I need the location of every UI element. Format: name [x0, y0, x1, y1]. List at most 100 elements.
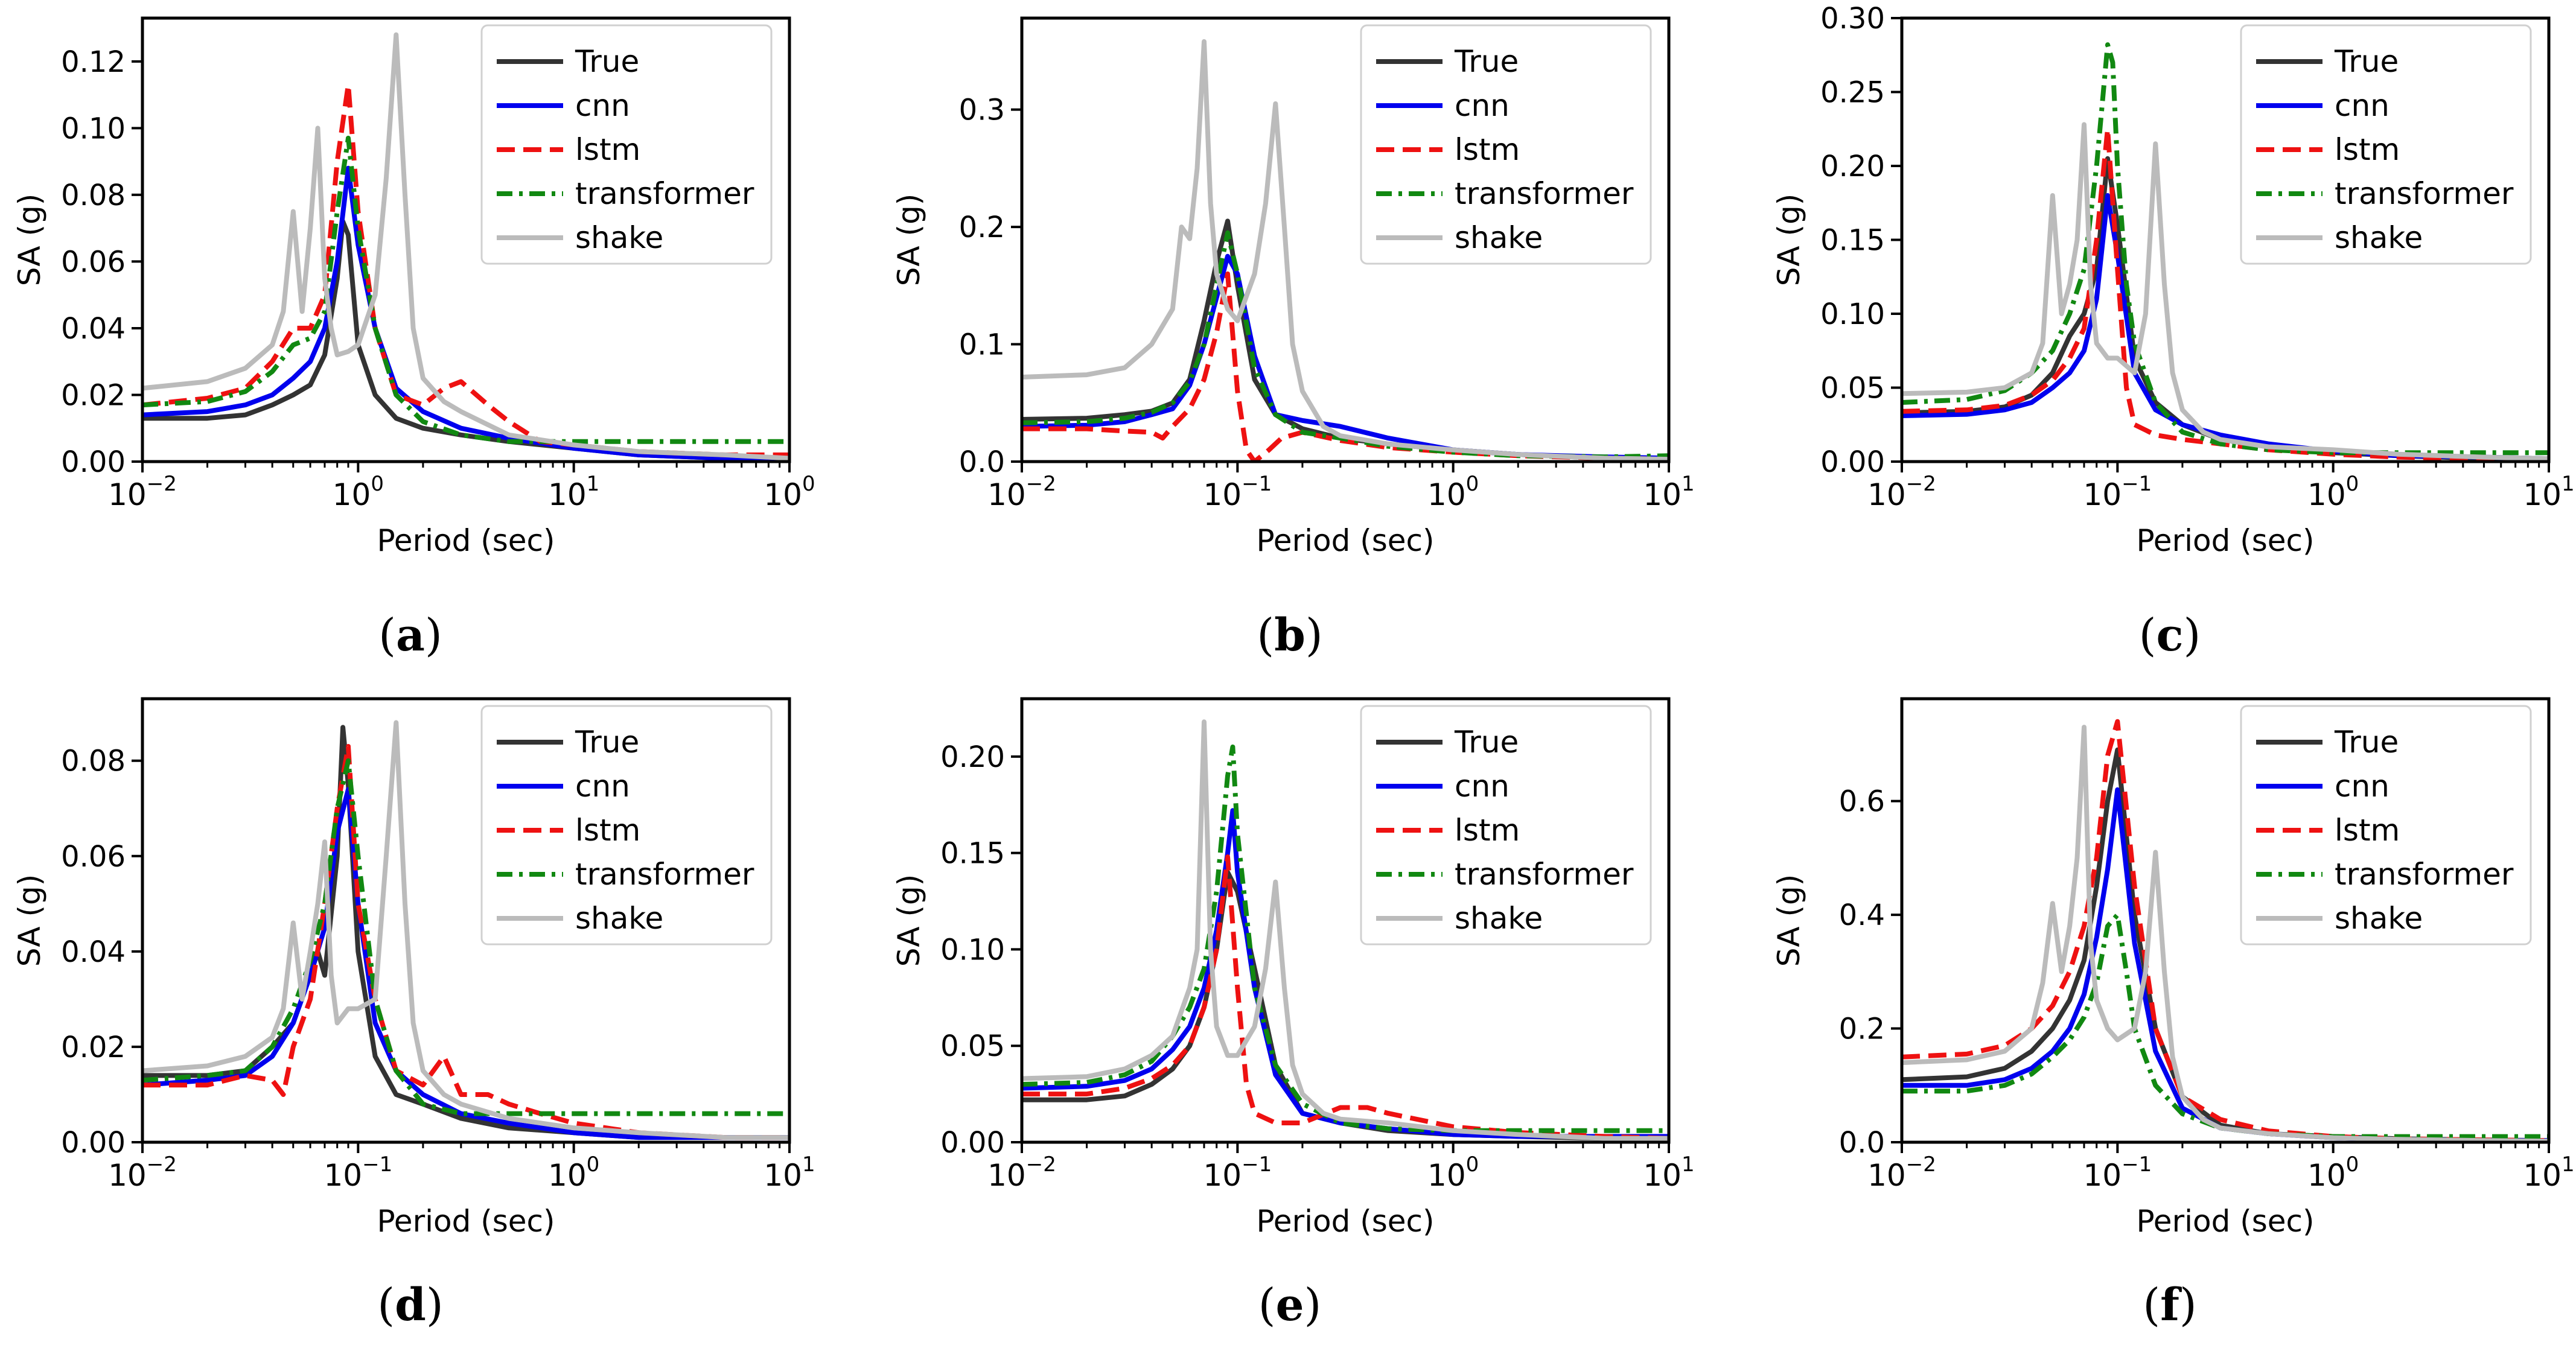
chart-b-y-tick-label: 0.2: [959, 211, 1005, 244]
chart-f-legend-label-true: True: [2334, 725, 2399, 760]
chart-d-x-tick-label: 101: [764, 1152, 815, 1193]
chart-b-axes-frame: [1020, 16, 1671, 463]
chart-b-y-tick-label: 0.3: [959, 94, 1005, 127]
chart-f-x-tick-label: 10−1: [2083, 1152, 2152, 1193]
caption-e: (e): [1258, 1279, 1322, 1331]
chart-e-lines: [1022, 719, 1669, 1141]
chart-f-y-tick-label: 0.2: [1839, 1012, 1885, 1046]
chart-f-legend-label-cnn: cnn: [2335, 769, 2389, 804]
chart-b-series-cnn: [1022, 253, 1669, 461]
chart-f-series-transformer: [1902, 912, 2549, 1139]
chart-f-axes-frame: [1900, 697, 2551, 1144]
chart-a-series-shake: [142, 32, 789, 461]
chart-a-legend-label-lstm: lstm: [575, 132, 640, 167]
chart-a-axes-frame: [141, 16, 791, 463]
chart-f-lines: [1902, 719, 2549, 1142]
caption-a: (a): [378, 609, 442, 661]
chart-e-series-shake: [1022, 719, 1669, 1141]
chart-c-y-tick-label: 0.10: [1820, 297, 1885, 331]
chart-f-panel: 10−2 10−1 100 101 0.0 0.2 0.4 0.6 Period (sec) SA…: [1771, 697, 2575, 1239]
chart-a-y-tick-label: 0.00: [61, 445, 126, 479]
chart-d-y-tick-label: 0.06: [61, 840, 126, 874]
chart-d-series-cnn: [142, 787, 789, 1140]
chart-f-x-axis-label: Period (sec): [2136, 1204, 2314, 1239]
chart-b-x-tick-label: 10−2: [987, 472, 1056, 512]
caption-letter-a: a: [396, 609, 425, 661]
chart-c-x-tick-label: 10−2: [1867, 472, 1936, 512]
chart-f-y-tick-label: 0.6: [1839, 785, 1885, 819]
chart-c-legend-label-cnn: cnn: [2335, 88, 2389, 123]
chart-c-series-transformer: [1902, 42, 2549, 456]
chart-c-lines: [1902, 42, 2549, 462]
chart-d-x-tick-label: 10−1: [324, 1152, 392, 1193]
chart-a-legend-label-shake: shake: [575, 220, 663, 255]
chart-f-legend-label-lstm: lstm: [2335, 813, 2400, 848]
chart-a-y-axis-label: SA (g): [12, 194, 47, 287]
chart-d-legend-label-lstm: lstm: [575, 813, 640, 848]
chart-e-series-cnn: [1022, 808, 1669, 1139]
chart-c-series-shake: [1902, 122, 2549, 462]
chart-d-axes-frame: [141, 697, 791, 1144]
chart-c-legend-label-shake: shake: [2335, 220, 2423, 255]
chart-d-x-axis-label: Period (sec): [377, 1204, 555, 1239]
chart-c-legend-label-lstm: lstm: [2335, 132, 2400, 167]
caption-c: (c): [2138, 609, 2201, 661]
chart-e-x-axis-label: Period (sec): [1256, 1204, 1434, 1239]
chart-d-legend-box: [480, 705, 773, 946]
caption-letter-d: d: [395, 1279, 426, 1331]
chart-b-x-tick-label: 100: [1427, 472, 1479, 512]
chart-c-y-axis-label: SA (g): [1771, 194, 1806, 287]
chart-d-legend-label-shake: shake: [575, 901, 663, 936]
chart-e-x-tick-label: 100: [1427, 1152, 1479, 1193]
chart-e-y-tick-label: 0.00: [940, 1126, 1005, 1160]
chart-a-y-tick-label: 0.04: [61, 312, 126, 346]
chart-a-y-tick-label: 0.10: [61, 112, 126, 145]
chart-c-legend-label-transformer: transformer: [2335, 176, 2514, 211]
chart-d-y-tick-label: 0.02: [61, 1031, 126, 1064]
chart-d-panel: 10−2 10−1 100 101 0.00 0.02 0.04 0.06 0.08 Period…: [12, 697, 815, 1239]
chart-d-legend-label-true: True: [575, 725, 639, 760]
chart-c-y-tick-label: 0.15: [1820, 224, 1885, 258]
chart-a-legend: True cnn lstm transformer shake: [480, 24, 773, 265]
chart-f-y-tick-label: 0.4: [1839, 898, 1885, 932]
chart-f-x-tick-label: 100: [2307, 1152, 2359, 1193]
chart-e-legend-label-transformer: transformer: [1455, 857, 1634, 892]
chart-c-y-tick-label: 0.30: [1820, 2, 1885, 36]
chart-a-series-transformer: [142, 135, 789, 444]
chart-c-x-tick-label: 101: [2523, 472, 2574, 512]
chart-c-x-axis-label: Period (sec): [2136, 523, 2314, 558]
chart-c-x-tick-label: 10−1: [2083, 472, 2152, 512]
chart-a-legend-label-transformer: transformer: [575, 176, 754, 211]
chart-f-y-axis-label: SA (g): [1771, 874, 1806, 967]
chart-f-legend-box: [2240, 705, 2532, 946]
chart-a-x-axis-label: Period (sec): [377, 523, 555, 558]
chart-b-legend-box: [1360, 24, 1652, 265]
chart-a-y-tick-label: 0.02: [61, 378, 126, 412]
chart-f-x-tick-label: 101: [2523, 1152, 2574, 1193]
chart-c-y-tick-label: 0.00: [1820, 445, 1885, 479]
chart-a-panel: 10−2 100 101 100 0.00 0.02 0.04 0.06 0.08 0.10 0.1…: [12, 16, 815, 558]
chart-c-y-tick-label: 0.20: [1820, 150, 1885, 183]
chart-b-series-shake: [1022, 39, 1669, 462]
chart-a-lines: [142, 32, 789, 461]
chart-e-legend-label-cnn: cnn: [1455, 769, 1510, 804]
chart-c-x-tick-label: 100: [2307, 472, 2359, 512]
chart-d-legend: True cnn lstm transformer shake: [480, 705, 773, 946]
chart-b-y-tick-label: 0.0: [959, 445, 1005, 479]
caption-letter-b: b: [1274, 609, 1306, 661]
chart-d-y-tick-label: 0.08: [61, 745, 126, 778]
chart-b-x-axis-label: Period (sec): [1256, 523, 1434, 558]
chart-b-panel: 10−2 10−1 100 101 0.0 0.1 0.2 0.3 Period (sec) SA…: [891, 16, 1695, 558]
chart-b-y-tick-label: 0.1: [959, 328, 1005, 362]
chart-b-legend-label-cnn: cnn: [1455, 88, 1510, 123]
chart-d-series-transformer: [142, 758, 789, 1116]
chart-f-series-shake: [1902, 725, 2549, 1142]
chart-d-x-tick-label: 10−2: [108, 1152, 177, 1193]
chart-c-legend-label-true: True: [2334, 44, 2399, 79]
chart-f-legend-label-transformer: transformer: [2335, 857, 2514, 892]
caption-letter-f: f: [2160, 1279, 2179, 1331]
chart-a-series-cnn: [142, 165, 789, 461]
chart-e-y-axis-label: SA (g): [891, 874, 926, 967]
chart-d-y-tick-label: 0.00: [61, 1126, 126, 1160]
chart-b-x-tick-label: 10−1: [1203, 472, 1272, 512]
